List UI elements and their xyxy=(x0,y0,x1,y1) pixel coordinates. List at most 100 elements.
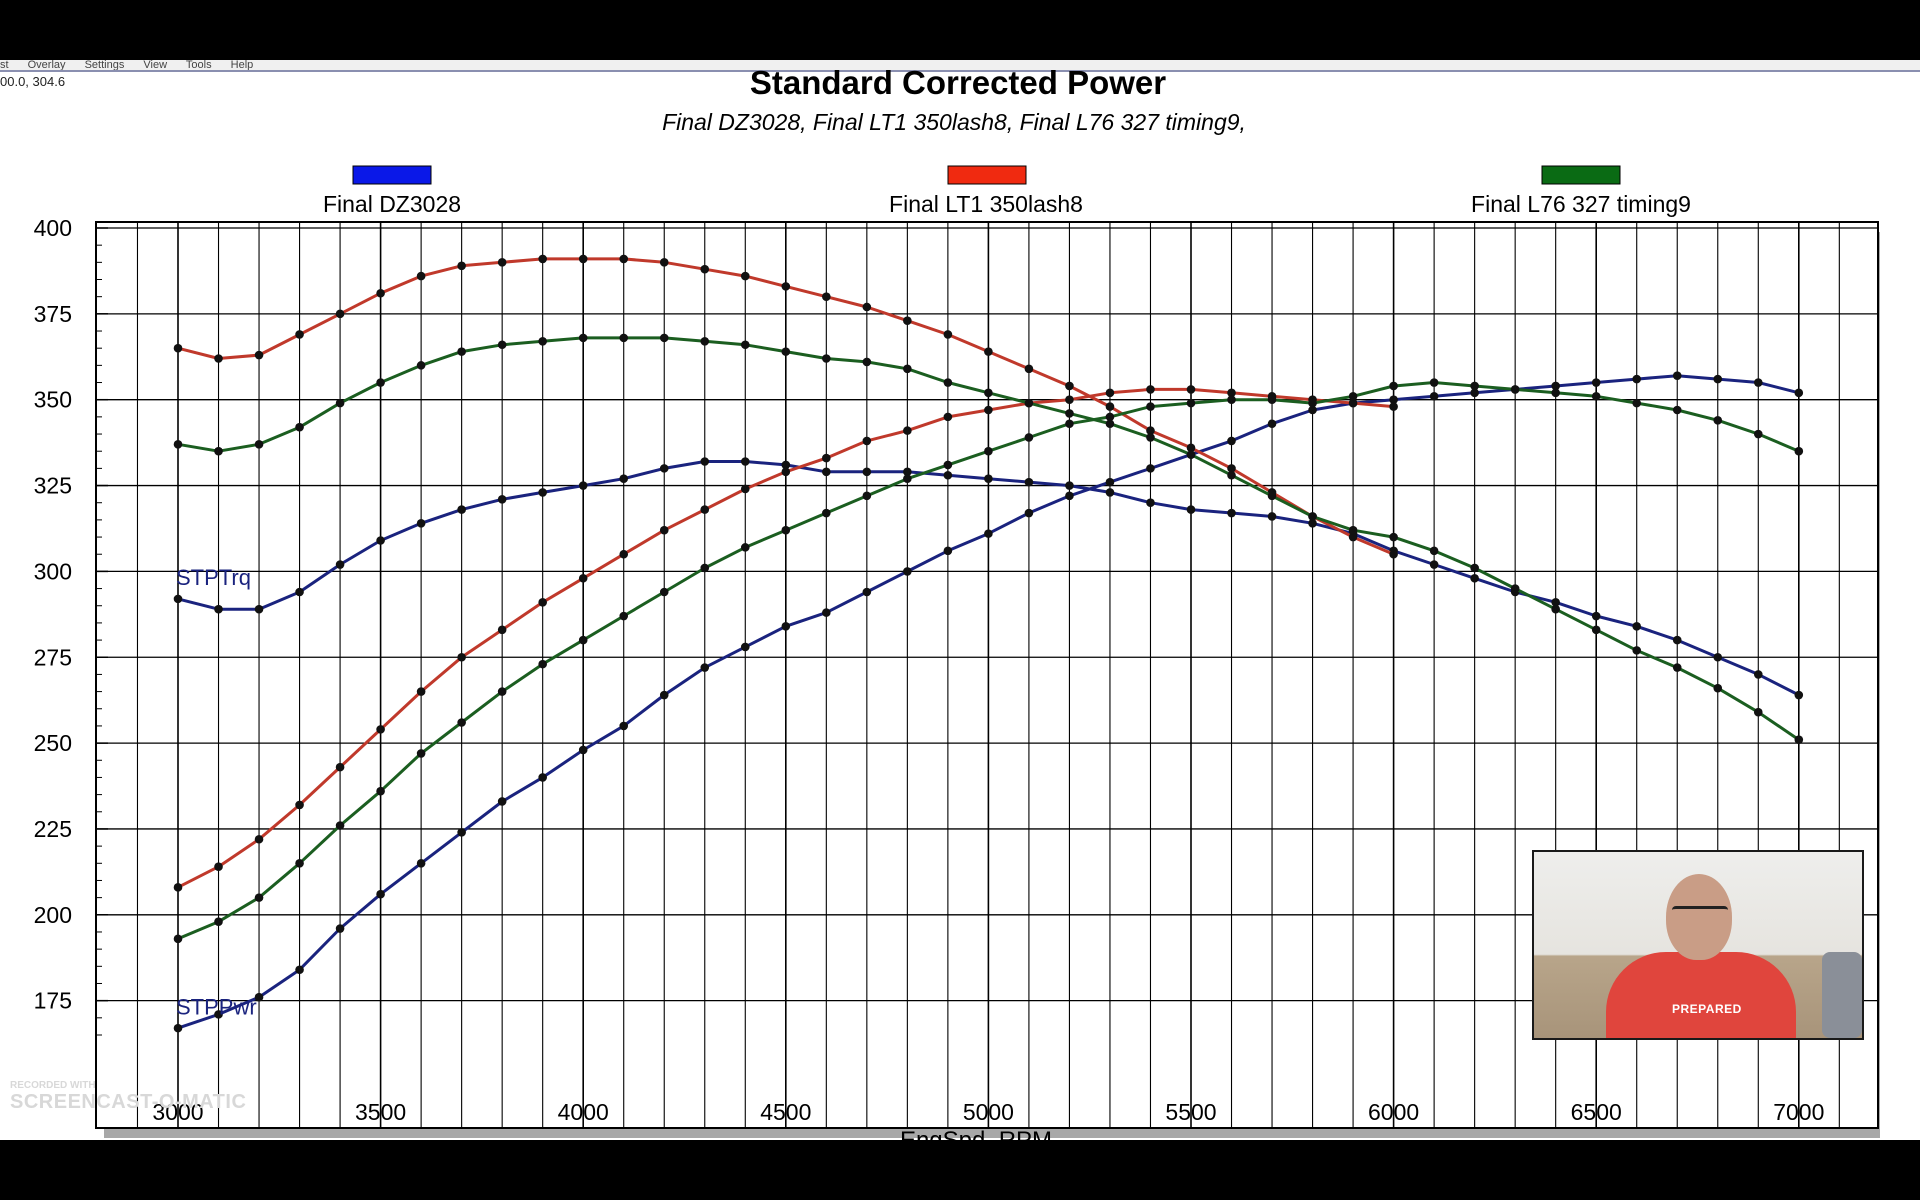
data-point-1-9[interactable] xyxy=(538,773,547,782)
data-point-5-37[interactable] xyxy=(1672,405,1682,415)
data-point-0-16[interactable] xyxy=(822,467,831,477)
menu-item-view[interactable]: View xyxy=(143,60,168,71)
data-point-0-17[interactable] xyxy=(862,467,872,477)
data-point-3-7[interactable] xyxy=(457,652,466,662)
data-point-5-18[interactable] xyxy=(903,474,912,483)
data-point-1-15[interactable] xyxy=(781,622,791,631)
data-point-3-24[interactable] xyxy=(1146,385,1155,394)
data-point-3-23[interactable] xyxy=(1105,388,1115,398)
data-point-5-23[interactable] xyxy=(1105,412,1115,422)
data-point-5-38[interactable] xyxy=(1713,416,1723,425)
data-point-4-33[interactable] xyxy=(1510,584,1520,593)
data-point-5-17[interactable] xyxy=(862,491,872,501)
data-point-3-17[interactable] xyxy=(862,436,872,446)
data-point-1-7[interactable] xyxy=(457,828,466,837)
data-point-5-1[interactable] xyxy=(214,917,223,926)
data-point-1-2[interactable] xyxy=(254,992,264,1002)
data-point-0-39[interactable] xyxy=(1753,670,1763,679)
data-point-0-20[interactable] xyxy=(984,474,993,483)
data-point-1-26[interactable] xyxy=(1227,436,1236,446)
data-point-4-10[interactable] xyxy=(578,333,588,343)
data-point-5-22[interactable] xyxy=(1065,419,1074,429)
data-point-2-29[interactable] xyxy=(1348,532,1358,542)
data-point-4-40[interactable] xyxy=(1794,735,1804,744)
data-point-2-10[interactable] xyxy=(578,254,588,264)
legend-swatch-lt1[interactable] xyxy=(947,165,1027,185)
data-point-3-19[interactable] xyxy=(943,412,953,422)
data-point-0-22[interactable] xyxy=(1065,481,1074,490)
data-point-3-22[interactable] xyxy=(1065,395,1074,405)
data-point-2-11[interactable] xyxy=(619,254,629,264)
data-point-1-28[interactable] xyxy=(1308,405,1317,415)
data-point-3-9[interactable] xyxy=(538,598,547,607)
data-point-4-0[interactable] xyxy=(173,440,183,449)
data-point-2-0[interactable] xyxy=(173,343,183,353)
data-point-2-7[interactable] xyxy=(457,261,466,271)
data-point-2-5[interactable] xyxy=(376,288,385,298)
data-point-2-9[interactable] xyxy=(538,254,547,264)
data-point-2-21[interactable] xyxy=(1024,364,1034,374)
data-point-4-17[interactable] xyxy=(862,357,872,367)
data-point-1-17[interactable] xyxy=(862,587,872,597)
data-point-1-35[interactable] xyxy=(1591,378,1601,387)
data-point-1-18[interactable] xyxy=(903,567,912,576)
data-point-2-8[interactable] xyxy=(497,258,507,267)
data-point-0-19[interactable] xyxy=(943,470,953,480)
data-point-4-12[interactable] xyxy=(659,333,669,343)
data-point-3-4[interactable] xyxy=(335,762,345,772)
data-point-5-28[interactable] xyxy=(1308,398,1317,408)
data-point-1-39[interactable] xyxy=(1753,378,1763,387)
menu-item-help[interactable]: Help xyxy=(230,60,254,71)
data-point-0-40[interactable] xyxy=(1794,690,1804,700)
data-point-5-2[interactable] xyxy=(254,893,264,902)
data-point-0-12[interactable] xyxy=(659,464,669,473)
data-point-1-11[interactable] xyxy=(619,721,629,731)
data-point-4-25[interactable] xyxy=(1186,450,1196,459)
data-point-5-7[interactable] xyxy=(457,718,466,727)
data-point-1-1[interactable] xyxy=(214,1010,223,1019)
data-point-1-27[interactable] xyxy=(1267,419,1277,429)
data-point-2-18[interactable] xyxy=(903,316,912,326)
data-point-2-14[interactable] xyxy=(740,271,750,281)
data-point-1-32[interactable] xyxy=(1470,388,1479,398)
data-point-4-26[interactable] xyxy=(1227,470,1236,480)
data-point-1-0[interactable] xyxy=(173,1023,183,1033)
data-point-3-26[interactable] xyxy=(1227,388,1236,398)
data-point-0-32[interactable] xyxy=(1470,573,1479,583)
data-point-1-40[interactable] xyxy=(1794,388,1804,398)
data-point-0-27[interactable] xyxy=(1267,512,1277,521)
data-point-0-5[interactable] xyxy=(376,536,385,545)
data-point-4-34[interactable] xyxy=(1551,604,1560,614)
data-point-2-26[interactable] xyxy=(1227,464,1236,473)
data-point-2-3[interactable] xyxy=(295,330,304,339)
data-point-3-3[interactable] xyxy=(295,800,304,810)
data-point-0-4[interactable] xyxy=(335,560,345,569)
data-point-5-40[interactable] xyxy=(1794,446,1804,456)
data-point-4-16[interactable] xyxy=(822,354,831,363)
data-point-2-30[interactable] xyxy=(1389,549,1398,559)
data-point-1-5[interactable] xyxy=(376,889,385,899)
data-point-5-4[interactable] xyxy=(335,821,345,830)
data-point-3-1[interactable] xyxy=(214,862,223,872)
data-point-1-20[interactable] xyxy=(984,529,993,538)
data-point-4-28[interactable] xyxy=(1308,512,1317,521)
data-point-1-37[interactable] xyxy=(1672,371,1682,380)
data-point-0-14[interactable] xyxy=(740,457,750,466)
data-point-3-15[interactable] xyxy=(781,467,791,477)
data-point-2-25[interactable] xyxy=(1186,443,1196,453)
data-point-2-22[interactable] xyxy=(1065,381,1074,391)
data-point-2-23[interactable] xyxy=(1105,402,1115,411)
data-point-4-18[interactable] xyxy=(903,364,912,374)
data-point-4-32[interactable] xyxy=(1470,563,1479,573)
data-point-5-32[interactable] xyxy=(1470,381,1479,391)
data-point-5-36[interactable] xyxy=(1632,398,1642,408)
data-point-2-15[interactable] xyxy=(781,282,791,291)
menu-item-settings[interactable]: Settings xyxy=(84,60,125,71)
data-point-4-24[interactable] xyxy=(1146,433,1155,442)
data-point-1-6[interactable] xyxy=(416,858,426,868)
data-point-3-8[interactable] xyxy=(497,625,507,635)
data-point-5-9[interactable] xyxy=(538,659,547,669)
data-point-4-11[interactable] xyxy=(619,333,629,343)
data-point-1-4[interactable] xyxy=(335,924,345,933)
data-point-2-24[interactable] xyxy=(1146,426,1155,435)
